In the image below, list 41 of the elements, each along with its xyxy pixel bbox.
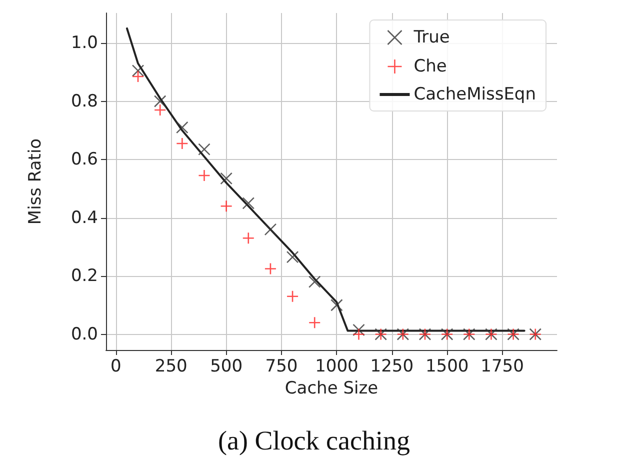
point [154,104,166,116]
point [352,324,365,336]
point [132,70,144,83]
point [330,298,343,312]
x-tick-label: 750 [265,356,298,376]
legend-label: CacheMissEqn [414,84,536,104]
x-tick-label: 1000 [315,356,358,376]
x-tick-label: 500 [210,356,243,376]
x-tick-label: 250 [154,356,188,376]
point [264,223,277,236]
legend-label: True [412,28,450,48]
point [308,316,321,329]
point [220,200,232,212]
y-tick-label: 0.8 [70,91,98,112]
point [286,250,299,264]
y-tick-label: 0.4 [70,208,98,228]
point [264,262,277,275]
y-tick-label: 1.0 [70,33,98,53]
x-axis-title: Cache Size [284,378,378,398]
point [308,276,321,288]
point [242,197,255,210]
text: (a) Clock caching [218,426,410,456]
point [242,232,255,244]
point [176,137,188,150]
x-tick-label: 1250 [370,356,414,376]
x-tick-label: 1750 [480,356,524,376]
y-tick-label: 0.2 [70,266,98,286]
x-tick-label: 1500 [425,356,469,376]
y-tick-label: 0.0 [70,324,98,344]
y-axis-title: Miss Ratio [26,138,46,225]
x-tick-label: 0 [110,356,122,376]
point [286,290,299,303]
y-tick-label: 0.6 [70,150,98,170]
point [198,169,210,182]
point [154,95,166,108]
point [176,121,188,134]
point [132,64,144,77]
legend-label: Che [414,56,447,76]
point [220,172,232,185]
point [198,143,210,156]
point [352,328,365,340]
